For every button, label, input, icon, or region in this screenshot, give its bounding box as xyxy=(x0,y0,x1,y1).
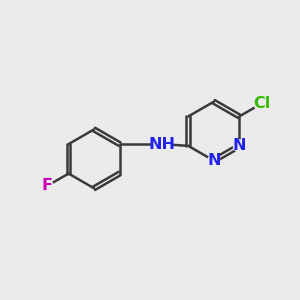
Circle shape xyxy=(233,140,245,152)
Text: N: N xyxy=(207,153,220,168)
Circle shape xyxy=(153,135,171,153)
Circle shape xyxy=(41,180,53,192)
Circle shape xyxy=(254,95,271,111)
Text: NH: NH xyxy=(148,136,176,152)
Text: F: F xyxy=(42,178,52,194)
Circle shape xyxy=(208,155,220,167)
Text: Cl: Cl xyxy=(254,96,271,111)
Text: N: N xyxy=(232,138,246,153)
